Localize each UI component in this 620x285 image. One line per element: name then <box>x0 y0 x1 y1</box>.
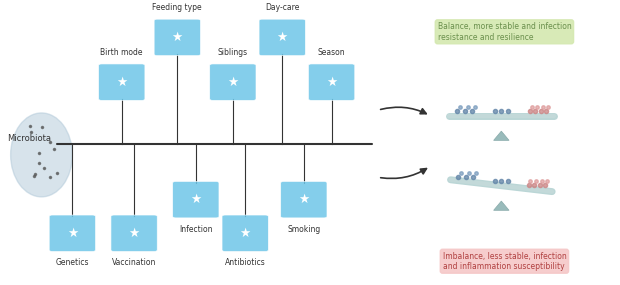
Text: Balance, more stable and infection
resistance and resilience: Balance, more stable and infection resis… <box>438 22 571 42</box>
Text: Vaccination: Vaccination <box>112 258 156 267</box>
Polygon shape <box>494 131 509 140</box>
Polygon shape <box>494 201 509 210</box>
FancyBboxPatch shape <box>99 64 145 100</box>
Text: Feeding type: Feeding type <box>153 3 202 12</box>
Text: ★: ★ <box>277 31 288 44</box>
FancyBboxPatch shape <box>49 215 95 251</box>
FancyBboxPatch shape <box>172 182 219 218</box>
Text: Microbiota: Microbiota <box>7 134 51 142</box>
Text: Smoking: Smoking <box>287 225 321 234</box>
Text: ★: ★ <box>128 227 140 240</box>
FancyBboxPatch shape <box>222 215 268 251</box>
FancyBboxPatch shape <box>111 215 157 251</box>
Text: ★: ★ <box>190 193 202 206</box>
Text: Siblings: Siblings <box>218 48 248 57</box>
FancyBboxPatch shape <box>281 182 327 218</box>
Ellipse shape <box>11 113 73 197</box>
Text: ★: ★ <box>172 31 183 44</box>
Text: ★: ★ <box>116 76 127 89</box>
Text: ★: ★ <box>67 227 78 240</box>
Text: Infection: Infection <box>179 225 213 234</box>
FancyBboxPatch shape <box>309 64 355 100</box>
Text: Imbalance, less stable, infection
and inflammation susceptibility: Imbalance, less stable, infection and in… <box>443 252 566 271</box>
FancyBboxPatch shape <box>259 19 306 56</box>
Text: Birth mode: Birth mode <box>100 48 143 57</box>
Text: ★: ★ <box>227 76 239 89</box>
Text: Genetics: Genetics <box>56 258 89 267</box>
FancyBboxPatch shape <box>154 19 200 56</box>
FancyBboxPatch shape <box>210 64 256 100</box>
Text: Day-care: Day-care <box>265 3 299 12</box>
Text: ★: ★ <box>326 76 337 89</box>
Text: ★: ★ <box>239 227 251 240</box>
Text: Season: Season <box>318 48 345 57</box>
Text: Antibiotics: Antibiotics <box>225 258 265 267</box>
Text: ★: ★ <box>298 193 309 206</box>
